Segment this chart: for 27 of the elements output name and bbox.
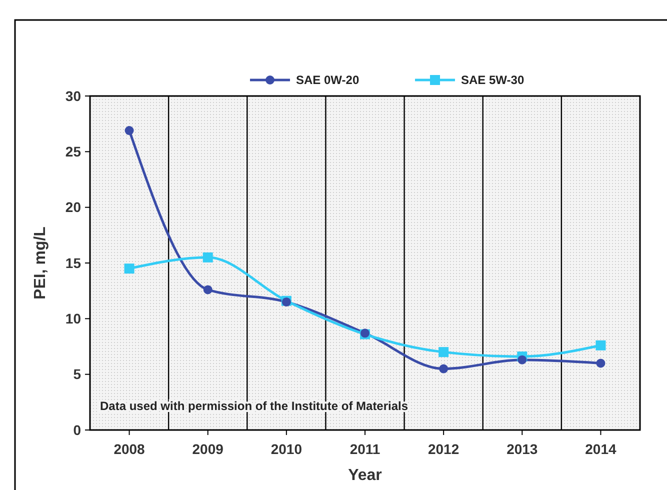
point xyxy=(203,285,212,294)
y-tick-label: 0 xyxy=(73,422,82,438)
point xyxy=(202,252,213,262)
y-axis-title: PEI, mg/L xyxy=(32,226,49,300)
y-tick-label: 20 xyxy=(65,199,82,216)
x-tick-label: 2010 xyxy=(270,441,302,457)
x-tick-label: 2013 xyxy=(506,441,538,457)
x-tick-label: 2008 xyxy=(114,441,146,457)
y-tick-label: 10 xyxy=(65,310,82,327)
y-tick-label: 15 xyxy=(65,254,82,271)
point xyxy=(596,340,606,350)
x-tick-label: 2011 xyxy=(350,441,380,457)
x-axis-title: Year xyxy=(348,467,382,484)
legend-label: SAE 0W-20 xyxy=(296,73,360,88)
y-tick-label: 25 xyxy=(65,144,82,160)
legend-label: SAE 5W-30 xyxy=(461,73,524,88)
x-tick-label: 2009 xyxy=(192,441,224,457)
point xyxy=(518,355,527,364)
point xyxy=(124,264,134,274)
y-tick-label: 30 xyxy=(65,88,82,104)
x-tick-label: 2014 xyxy=(585,441,616,457)
x-tick-label: 2012 xyxy=(428,441,460,457)
y-tick-label: 5 xyxy=(73,366,82,382)
point xyxy=(439,364,448,374)
point xyxy=(596,358,606,368)
point xyxy=(124,126,134,136)
point xyxy=(438,347,449,358)
